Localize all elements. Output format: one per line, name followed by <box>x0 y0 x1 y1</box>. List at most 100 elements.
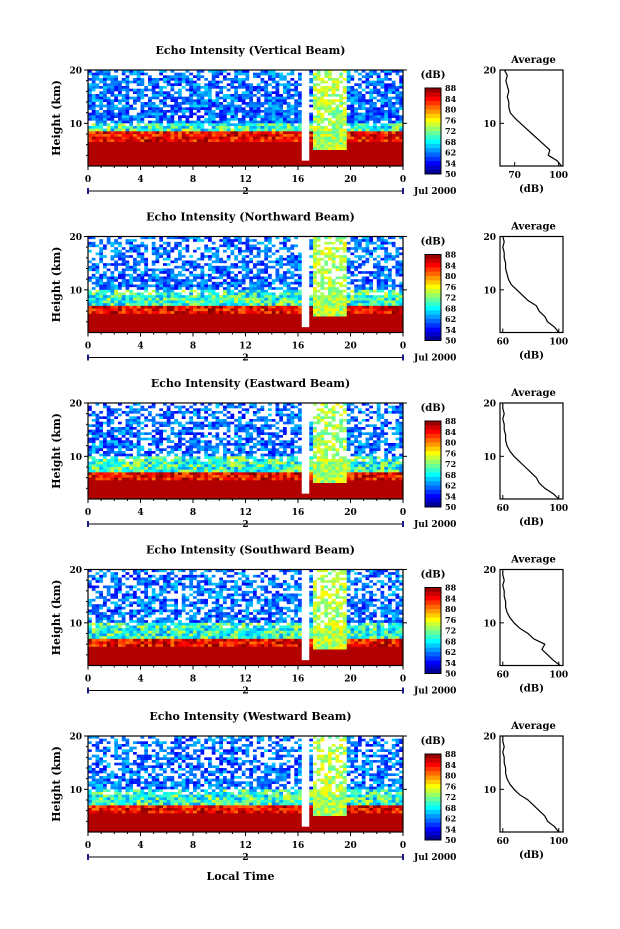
heatmap-cell <box>185 284 190 288</box>
heatmap-cell <box>316 147 321 151</box>
heatmap-cell <box>294 126 299 130</box>
heatmap-cell <box>399 136 404 140</box>
heatmap-cell <box>129 241 134 245</box>
heatmap-cell <box>151 72 156 76</box>
heatmap-cell <box>376 72 381 76</box>
heatmap-cell <box>178 139 183 143</box>
heatmap-cell <box>230 279 235 283</box>
heatmap-cell <box>376 150 381 154</box>
heatmap-cell <box>88 72 93 76</box>
heatmap-cell <box>354 147 359 151</box>
heatmap-cell <box>395 289 400 293</box>
heatmap-cell <box>245 102 250 106</box>
heatmap-cell <box>268 142 273 146</box>
heatmap-cell <box>253 131 258 135</box>
heatmap-cell <box>200 91 205 95</box>
heatmap-cell <box>245 247 250 251</box>
heatmap-cell <box>324 72 329 76</box>
heatmap-cell <box>95 134 100 138</box>
heatmap-cell <box>391 110 396 114</box>
heatmap-cell <box>204 289 209 293</box>
heatmap-cell <box>316 80 321 84</box>
heatmap-cell <box>358 265 363 269</box>
heatmap-cell <box>136 239 141 243</box>
heatmap-cell <box>151 295 156 299</box>
heatmap-cell <box>226 70 231 74</box>
heatmap-cell <box>181 102 186 106</box>
heatmap-cell <box>369 104 374 108</box>
heatmap-cell <box>155 284 160 288</box>
heatmap-cell <box>121 252 126 256</box>
heatmap-cell <box>174 158 179 162</box>
heatmap-cell <box>208 123 213 127</box>
heatmap-cell <box>275 265 280 269</box>
heatmap-cell <box>174 271 179 275</box>
heatmap-cell <box>245 263 250 267</box>
heatmap-cell <box>361 249 366 253</box>
heatmap-cell <box>196 102 201 106</box>
colorbar-swatch <box>425 126 441 132</box>
heatmap-cell <box>144 99 149 103</box>
heatmap-cell <box>151 88 156 92</box>
heatmap-cell <box>230 80 235 84</box>
heatmap-cell <box>196 80 201 84</box>
heatmap-cell <box>384 102 389 106</box>
heatmap-cell <box>369 102 374 106</box>
heatmap-cell <box>238 120 243 124</box>
heatmap-cell <box>361 247 366 251</box>
heatmap-cell <box>346 86 351 90</box>
heatmap-cell <box>373 94 378 98</box>
heatmap-cell <box>260 249 265 253</box>
heatmap-cell <box>343 268 348 272</box>
heatmap-cell <box>331 86 336 90</box>
heatmap-cell <box>275 273 280 277</box>
heatmap-cell <box>294 134 299 138</box>
heatmap-cell <box>208 91 213 95</box>
heatmap-cell <box>283 134 288 138</box>
heatmap-cell <box>264 152 269 156</box>
heatmap-cell <box>268 75 273 79</box>
heatmap-cell <box>324 252 329 256</box>
heatmap-cell <box>125 131 130 135</box>
heatmap-cell <box>369 152 374 156</box>
heatmap-cell <box>140 260 145 264</box>
heatmap-cell <box>155 144 160 148</box>
heatmap-cell <box>350 147 355 151</box>
heatmap-cell <box>324 99 329 103</box>
heatmap-cell <box>136 72 141 76</box>
heatmap-cell <box>256 252 261 256</box>
heatmap-cell <box>264 110 269 114</box>
heatmap-cell <box>238 80 243 84</box>
heatmap-cell <box>399 292 404 296</box>
heatmap-cell <box>241 287 246 291</box>
heatmap-cell <box>245 276 250 280</box>
heatmap-cell <box>279 158 284 162</box>
heatmap-cell <box>320 115 325 119</box>
heatmap-cell <box>294 147 299 151</box>
heatmap-cell <box>391 152 396 156</box>
heatmap-cell <box>166 255 171 259</box>
heatmap-cell <box>324 102 329 106</box>
heatmap-cell <box>399 155 404 159</box>
heatmap-cell <box>234 150 239 154</box>
heatmap-cell <box>151 271 156 275</box>
heatmap-cell <box>114 83 119 87</box>
heatmap-cell <box>193 126 198 130</box>
heatmap-cell <box>346 75 351 79</box>
heatmap-cell <box>320 72 325 76</box>
heatmap-cell <box>294 239 299 243</box>
heatmap-cell <box>114 260 119 264</box>
heatmap-cell <box>275 279 280 283</box>
heatmap-cell <box>376 263 381 267</box>
heatmap-cell <box>174 115 179 119</box>
heatmap-cell <box>193 134 198 138</box>
heatmap-cell <box>226 252 231 256</box>
heatmap-cell <box>380 142 385 146</box>
heatmap-cell <box>106 271 111 275</box>
heatmap-cell <box>241 281 246 285</box>
heatmap-cell <box>395 126 400 130</box>
heatmap-cell <box>215 287 220 291</box>
heatmap-cell <box>253 107 258 111</box>
heatmap-cell <box>136 279 141 283</box>
heatmap-cell <box>264 289 269 293</box>
